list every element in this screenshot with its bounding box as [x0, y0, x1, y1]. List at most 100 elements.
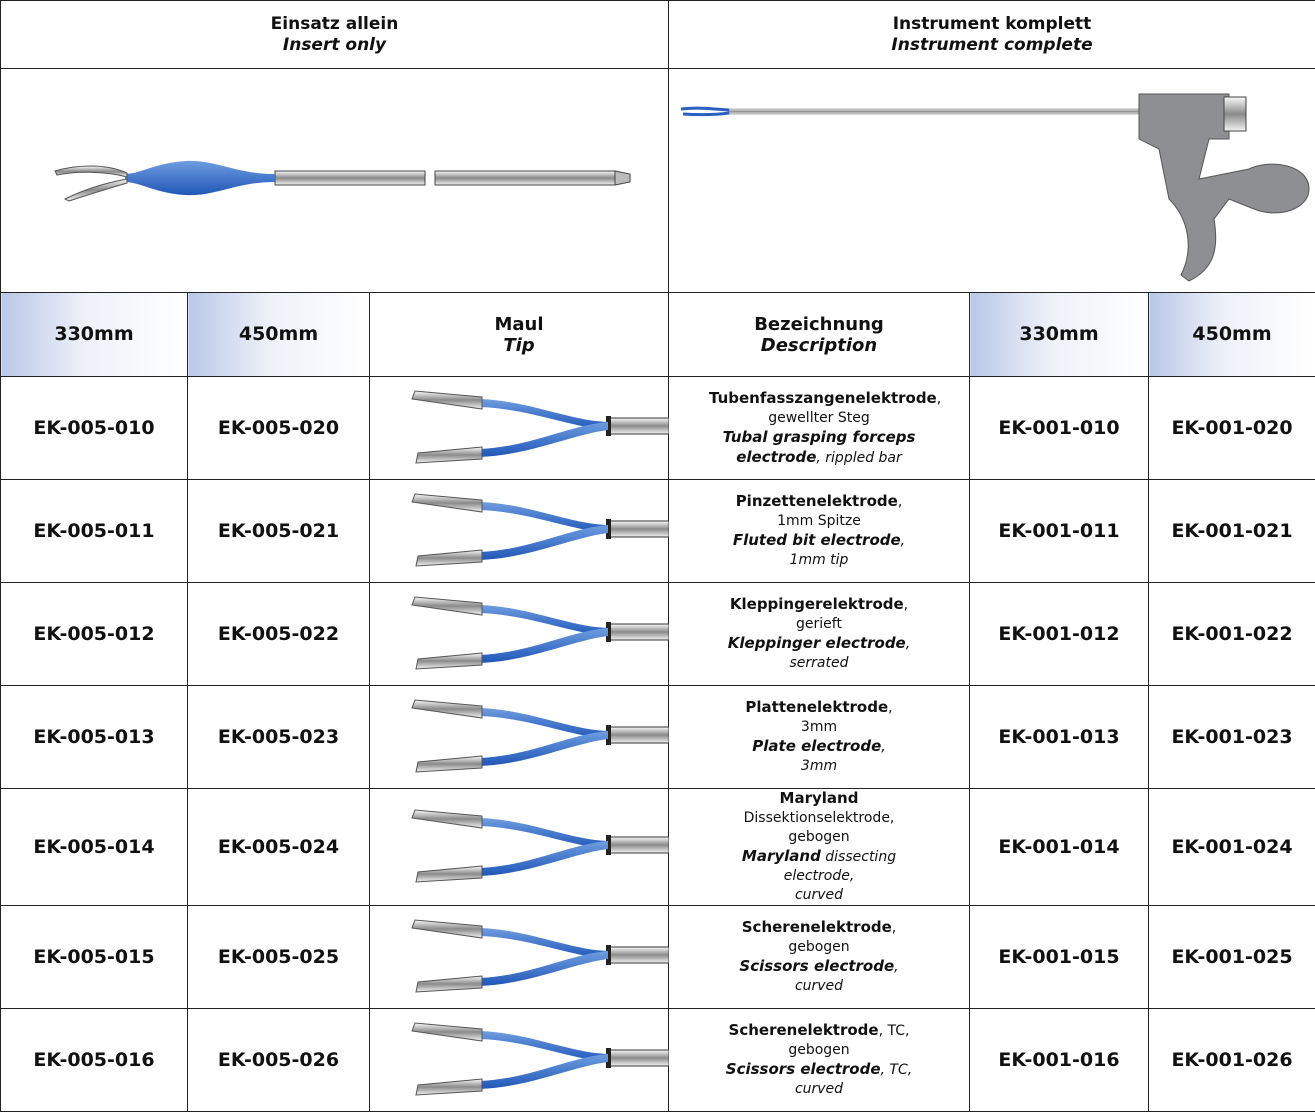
description-name-line: Scherenelektrode,: [709, 918, 929, 938]
description-name: Kleppingerelektrode: [730, 595, 904, 613]
column-header: 330mm: [970, 293, 1149, 377]
description-detail: curved: [709, 886, 929, 905]
article-number: EK-005-012: [1, 583, 188, 686]
article-number: EK-001-011: [970, 480, 1149, 583]
tip-image-cell: [370, 377, 669, 480]
description-name-line: Fluted bit electrode,: [709, 531, 929, 551]
description-detail: curved: [709, 977, 929, 996]
description-name-line: Scherenelektrode, TC,: [709, 1021, 929, 1041]
description-rest: ,: [888, 700, 892, 716]
insert-image-cell: [1, 69, 669, 293]
column-header: 330mm: [1, 293, 188, 377]
description-name-line: Maryland dissecting electrode,: [709, 847, 929, 886]
description-rest: , rippled bar: [816, 450, 901, 466]
description-rest: ,: [937, 391, 941, 407]
description-name-line: Pinzettenelektrode,: [709, 492, 929, 512]
description-name-line: Scissors electrode,: [709, 957, 929, 977]
image-row: [1, 69, 1315, 293]
description-name: Plate electrode: [752, 737, 881, 755]
description-name: Fluted bit electrode: [733, 531, 901, 549]
article-number: EK-001-013: [970, 686, 1149, 789]
description-name-line: Plattenelektrode,: [709, 698, 929, 718]
description-name-line: Plate electrode,: [709, 737, 929, 757]
article-number: EK-001-022: [1149, 583, 1315, 686]
description-name: Scherenelektrode: [742, 918, 892, 936]
column-header: 450mm: [188, 293, 370, 377]
description-name-line: Tubal grasping forceps electrode, ripple…: [709, 428, 929, 468]
description-rest: ,: [894, 959, 898, 975]
description-name-line: Kleppinger electrode,: [709, 634, 929, 654]
article-number: EK-005-026: [188, 1009, 370, 1112]
header-de: Instrument komplett: [669, 14, 1315, 35]
description-name: Scissors electrode: [726, 1060, 881, 1078]
tip-image-cell: [370, 686, 669, 789]
article-number: EK-001-021: [1149, 480, 1315, 583]
tip-image-cell: [370, 480, 669, 583]
article-number: EK-005-010: [1, 377, 188, 480]
description-rest: ,: [901, 533, 905, 549]
description-rest: Dissektionselektrode,: [744, 810, 895, 826]
tip-image-cell: [370, 1009, 669, 1112]
complete-image: [669, 69, 1315, 288]
description-name: Plattenelektrode: [745, 698, 888, 716]
description-detail: curved: [709, 1080, 929, 1099]
article-number: EK-001-012: [970, 583, 1149, 686]
article-number: EK-005-021: [188, 480, 370, 583]
description-rest: , TC,: [879, 1023, 910, 1039]
article-number: EK-001-020: [1149, 377, 1315, 480]
article-number: EK-001-015: [970, 906, 1149, 1009]
tip-image: [370, 377, 669, 475]
article-number: EK-005-023: [188, 686, 370, 789]
description-detail: gebogen: [709, 938, 929, 957]
article-number: EK-001-010: [970, 377, 1149, 480]
description-name: Kleppinger electrode: [728, 634, 906, 652]
article-number: EK-005-025: [188, 906, 370, 1009]
description-rest: ,: [892, 920, 896, 936]
column-header-de: Maul: [370, 314, 668, 335]
article-number: EK-005-024: [188, 789, 370, 906]
description-name-line: Kleppingerelektrode,: [709, 595, 929, 615]
tip-image: [370, 583, 669, 681]
article-number: EK-005-015: [1, 906, 188, 1009]
tip-image-cell: [370, 789, 669, 906]
header-de: Einsatz allein: [1, 14, 668, 35]
description-name-line: Scissors electrode, TC,: [709, 1060, 929, 1080]
description-detail: gewellter Steg: [709, 409, 929, 428]
article-number: EK-005-016: [1, 1009, 188, 1112]
description-rest: ,: [906, 636, 910, 652]
column-header: 450mm: [1149, 293, 1315, 377]
description-detail: 3mm: [709, 718, 929, 737]
article-number: EK-005-011: [1, 480, 188, 583]
description-name: Tubenfasszangenelektrode: [709, 389, 937, 407]
description-name: Maryland: [742, 847, 821, 865]
description-rest: , TC,: [881, 1062, 913, 1078]
tip-image: [370, 906, 669, 1004]
article-number: EK-005-020: [188, 377, 370, 480]
description-name: Scherenelektrode: [729, 1021, 879, 1039]
description-rest: ,: [898, 494, 902, 510]
description-detail: 1mm Spitze: [709, 512, 929, 531]
tip-image-cell: [370, 906, 669, 1009]
article-number: EK-001-024: [1149, 789, 1315, 906]
article-number: EK-001-014: [970, 789, 1149, 906]
article-number: EK-001-016: [970, 1009, 1149, 1112]
description-name: Scissors electrode: [739, 957, 894, 975]
column-header-en: Description: [669, 335, 969, 356]
